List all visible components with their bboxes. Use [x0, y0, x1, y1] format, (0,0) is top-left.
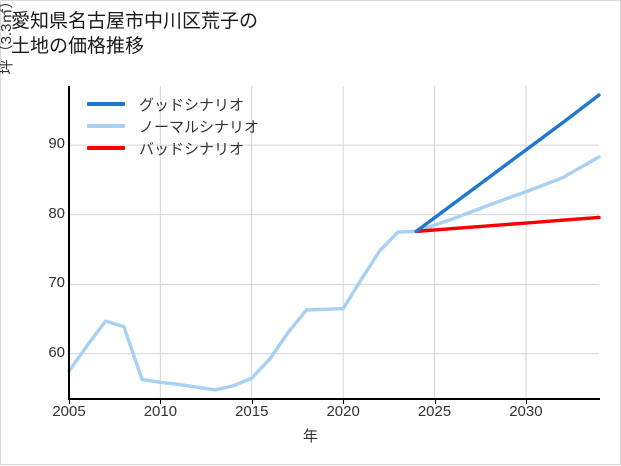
x-axis-title: 年: [302, 428, 318, 445]
x-tick-label: 2005: [52, 403, 86, 420]
x-tick-label: 2010: [143, 403, 178, 420]
x-tick-label: 2025: [417, 403, 452, 420]
x-axis-line: [69, 398, 600, 400]
legend-label-good: グッドシナリオ: [139, 96, 245, 114]
series-line-bad: [414, 215, 601, 234]
legend-item-good[interactable]: グッドシナリオ: [87, 93, 305, 115]
chart-title: 愛知県名古屋市中川区荒子の 土地の価格推移: [11, 11, 259, 57]
x-tick-mark: [160, 399, 162, 404]
x-tick-label: 2020: [326, 403, 360, 420]
legend-swatch-good: [87, 102, 125, 106]
gridlines: [68, 86, 599, 399]
y-tick-label: 90: [48, 135, 65, 153]
plot-area: [67, 86, 601, 399]
x-tick-mark: [69, 399, 70, 404]
legend-label-normal: ノーマルシナリオ: [139, 118, 260, 136]
legend-swatch-bad: [87, 146, 125, 150]
series-lines: [67, 93, 601, 392]
y-tick-label: 70: [48, 274, 65, 292]
y-axis-title: 坪（3.3㎡）単価（万円）: [0, 0, 16, 119]
y-axis-line: [68, 86, 70, 400]
chart-legend: グッドシナリオ ノーマルシナリオ バッドシナリオ: [81, 89, 311, 165]
series-line-normal: [67, 155, 601, 392]
x-tick-label: 2015: [235, 403, 269, 420]
x-tick-mark: [525, 399, 527, 404]
x-tick-mark: [343, 399, 345, 404]
y-tick-label: 80: [48, 204, 65, 222]
series-layer: [67, 86, 601, 399]
x-tick-mark: [434, 399, 436, 404]
series-line-good: [414, 93, 601, 234]
y-tick-label: 60: [48, 343, 65, 361]
x-tick-mark: [251, 399, 253, 404]
legend-item-normal[interactable]: ノーマルシナリオ: [87, 115, 305, 137]
legend-item-bad[interactable]: バッドシナリオ: [87, 137, 305, 159]
legend-label-bad: バッドシナリオ: [139, 140, 245, 158]
y-tick-labels: 60 70 80 90: [19, 1, 65, 466]
legend-swatch-normal: [87, 124, 125, 128]
x-tick-label: 2030: [509, 403, 543, 420]
